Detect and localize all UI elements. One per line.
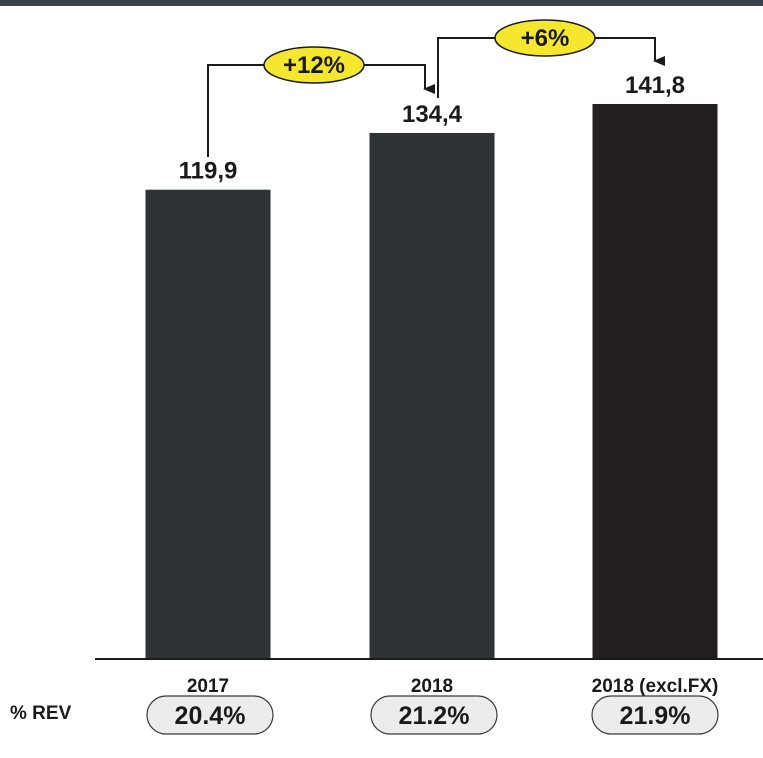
rev-percent-value: 21.2%: [399, 702, 470, 730]
value-labels-layer: 119,9 134,4 141,8: [179, 72, 685, 185]
category-label: 2017: [187, 676, 229, 697]
bar-2: [369, 132, 495, 660]
category-label: 2018: [411, 676, 453, 697]
top-rule: [0, 0, 763, 6]
growth-badge-label: +12%: [283, 52, 345, 79]
bar-value-label: 141,8: [625, 72, 685, 99]
growth-badge: [494, 19, 596, 57]
category-labels-layer: 2017 2018 2018 (excl.FX): [187, 676, 719, 697]
growth-badge: [263, 46, 365, 84]
rev-percent-value: 20.4%: [175, 702, 246, 730]
growth-badge-label: +6%: [521, 25, 570, 52]
rev-percent-value: 21.9%: [620, 702, 691, 730]
rev-row-label: % REV: [10, 703, 72, 724]
bar-value-label: 119,9: [179, 158, 238, 185]
bar-value-label: 134,4: [402, 101, 463, 128]
bar-3: [592, 104, 718, 659]
rev-percent-pill: [146, 695, 274, 735]
bar-1: [145, 189, 271, 659]
category-label: 2018 (excl.FX): [592, 676, 719, 697]
rev-percent-pill: [591, 695, 719, 735]
rev-percent-pill: [370, 695, 498, 735]
growth-annotations-layer: +12% +6%: [207, 19, 665, 157]
rev-percent-row: % REV 20.4% 21.2% 21.9%: [10, 695, 719, 735]
bars-layer: [145, 104, 718, 660]
